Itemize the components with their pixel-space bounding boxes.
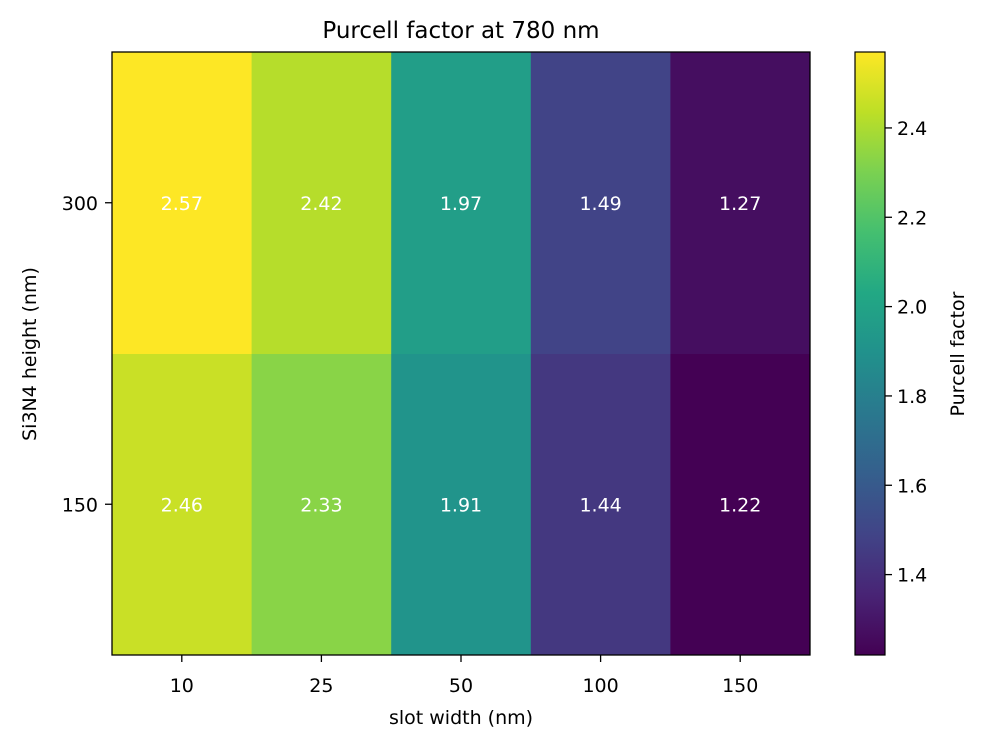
cell-value-label: 1.49 [579,193,621,215]
x-tick-label: 10 [170,675,194,697]
colorbar-tick-label: 2.0 [897,297,927,319]
cell-value-label: 1.91 [440,494,482,516]
heatmap-cell [530,353,671,656]
heatmap-cell [391,353,532,656]
x-tick-label: 25 [309,675,333,697]
x-tick-label: 150 [722,675,758,697]
x-tick-label: 50 [449,675,473,697]
y-tick-label: 150 [62,494,98,516]
chart-title: Purcell factor at 780 nm [322,18,599,44]
heatmap-cells [112,52,811,656]
y-tick-label: 300 [62,193,98,215]
heatmap-cell [670,353,811,656]
colorbar-tick-label: 2.2 [897,207,927,229]
y-axis: 150 300 [62,193,112,516]
colorbar-ticks: 1.4 1.6 1.8 2.0 2.2 2.4 [885,118,927,587]
x-axis: 10 25 50 100 150 [170,655,758,697]
colorbar [854,51,886,656]
cell-value-labels: 2.46 2.33 1.91 1.44 1.22 2.57 2.42 1.97 1.49 1.27 [161,193,762,517]
cell-value-label: 1.27 [719,193,761,215]
heatmap-cell [251,353,392,656]
heatmap-cell [251,52,392,354]
cell-value-label: 2.57 [161,193,203,215]
colorbar-label: Purcell factor [947,291,969,416]
cell-value-label: 1.22 [719,494,761,516]
y-axis-label: Si3N4 height (nm) [19,267,41,441]
colorbar-tick-label: 2.4 [897,118,927,140]
colorbar-tick-label: 1.4 [897,565,927,587]
heatmap-cell [112,52,253,354]
cell-value-label: 1.44 [579,494,621,516]
x-axis-label: slot width (nm) [389,707,533,729]
colorbar-tick-label: 1.6 [897,475,927,497]
cell-value-label: 2.33 [300,494,342,516]
cell-value-label: 2.42 [300,193,342,215]
x-tick-label: 100 [582,675,618,697]
heatmap-cell [391,52,532,354]
heatmap-cell [670,52,811,354]
cell-value-label: 2.46 [161,494,203,516]
colorbar-tick-label: 1.8 [897,386,927,408]
heatmap-cell [530,52,671,354]
cell-value-label: 1.97 [440,193,482,215]
heatmap-cell [112,353,253,656]
